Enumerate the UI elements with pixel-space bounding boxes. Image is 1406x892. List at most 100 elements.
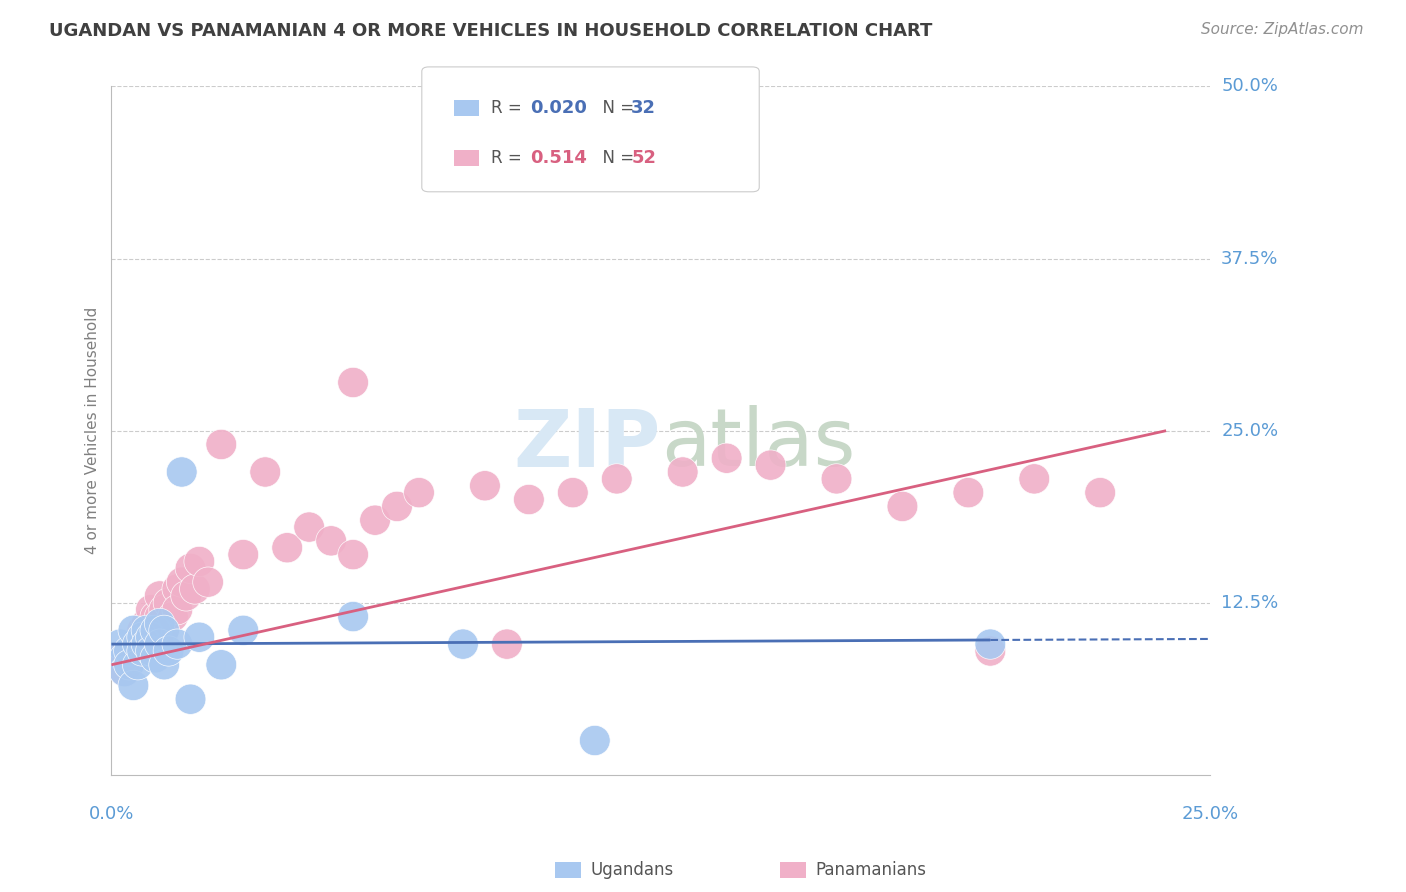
Ellipse shape xyxy=(135,622,166,652)
Ellipse shape xyxy=(110,657,141,687)
Ellipse shape xyxy=(135,615,166,646)
Text: 0.514: 0.514 xyxy=(530,149,586,168)
Text: 50.0%: 50.0% xyxy=(1222,78,1278,95)
Ellipse shape xyxy=(205,429,236,459)
Ellipse shape xyxy=(250,457,281,487)
Ellipse shape xyxy=(447,629,478,659)
Text: 0.020: 0.020 xyxy=(530,100,586,118)
Ellipse shape xyxy=(110,657,141,687)
Text: 25.0%: 25.0% xyxy=(1181,805,1239,823)
Ellipse shape xyxy=(127,636,157,666)
Ellipse shape xyxy=(131,615,162,646)
Ellipse shape xyxy=(153,588,184,618)
Ellipse shape xyxy=(513,484,544,515)
Ellipse shape xyxy=(135,595,166,624)
Text: 12.5%: 12.5% xyxy=(1222,594,1278,612)
Ellipse shape xyxy=(176,684,205,714)
Ellipse shape xyxy=(162,629,193,659)
Ellipse shape xyxy=(114,636,145,666)
Ellipse shape xyxy=(149,615,180,646)
Ellipse shape xyxy=(205,649,236,680)
Ellipse shape xyxy=(145,581,176,611)
Ellipse shape xyxy=(127,629,157,659)
Y-axis label: 4 or more Vehicles in Household: 4 or more Vehicles in Household xyxy=(86,307,100,554)
Ellipse shape xyxy=(114,649,145,680)
Ellipse shape xyxy=(127,615,157,646)
Ellipse shape xyxy=(122,629,153,659)
Ellipse shape xyxy=(821,464,852,494)
Ellipse shape xyxy=(131,608,162,639)
Text: Ugandans: Ugandans xyxy=(591,861,673,879)
Ellipse shape xyxy=(135,636,166,666)
Ellipse shape xyxy=(162,595,193,624)
Ellipse shape xyxy=(122,649,153,680)
Ellipse shape xyxy=(974,636,1005,666)
Ellipse shape xyxy=(153,636,184,666)
Ellipse shape xyxy=(118,643,149,673)
Ellipse shape xyxy=(579,725,610,756)
Ellipse shape xyxy=(316,525,346,556)
Ellipse shape xyxy=(184,622,215,652)
Ellipse shape xyxy=(149,649,180,680)
Ellipse shape xyxy=(1085,477,1115,508)
Ellipse shape xyxy=(141,601,170,632)
Ellipse shape xyxy=(110,643,141,673)
Ellipse shape xyxy=(337,368,368,398)
Text: N =: N = xyxy=(592,149,640,168)
Ellipse shape xyxy=(184,546,215,576)
Ellipse shape xyxy=(162,574,193,604)
Ellipse shape xyxy=(118,670,149,700)
Ellipse shape xyxy=(294,512,325,542)
Ellipse shape xyxy=(228,540,259,570)
Text: ZIP: ZIP xyxy=(513,406,661,483)
Ellipse shape xyxy=(149,595,180,624)
Ellipse shape xyxy=(360,505,391,535)
Ellipse shape xyxy=(337,601,368,632)
Ellipse shape xyxy=(105,643,135,673)
Text: 32: 32 xyxy=(631,100,657,118)
Text: Panamanians: Panamanians xyxy=(815,861,927,879)
Ellipse shape xyxy=(122,629,153,659)
Ellipse shape xyxy=(176,553,205,583)
Ellipse shape xyxy=(337,540,368,570)
Ellipse shape xyxy=(711,443,742,474)
Text: Source: ZipAtlas.com: Source: ZipAtlas.com xyxy=(1201,22,1364,37)
Ellipse shape xyxy=(145,608,176,639)
Ellipse shape xyxy=(105,629,135,659)
Ellipse shape xyxy=(157,601,188,632)
Text: atlas: atlas xyxy=(661,406,855,483)
Ellipse shape xyxy=(1019,464,1050,494)
Ellipse shape xyxy=(127,622,157,652)
Ellipse shape xyxy=(180,574,211,604)
Text: R =: R = xyxy=(491,149,531,168)
Ellipse shape xyxy=(149,615,180,646)
Ellipse shape xyxy=(668,457,697,487)
Ellipse shape xyxy=(170,581,201,611)
Ellipse shape xyxy=(602,464,633,494)
Text: 25.0%: 25.0% xyxy=(1222,422,1278,440)
Ellipse shape xyxy=(974,629,1005,659)
Text: R =: R = xyxy=(491,100,527,118)
Ellipse shape xyxy=(381,491,412,522)
Text: N =: N = xyxy=(592,100,640,118)
Ellipse shape xyxy=(131,629,162,659)
Ellipse shape xyxy=(118,615,149,646)
Ellipse shape xyxy=(755,450,786,480)
Ellipse shape xyxy=(557,477,588,508)
Ellipse shape xyxy=(887,491,918,522)
Ellipse shape xyxy=(492,629,522,659)
Ellipse shape xyxy=(193,567,224,598)
Text: 37.5%: 37.5% xyxy=(1222,250,1278,268)
Ellipse shape xyxy=(145,601,176,632)
Ellipse shape xyxy=(114,636,145,666)
Text: 52: 52 xyxy=(631,149,657,168)
Text: 0.0%: 0.0% xyxy=(89,805,134,823)
Ellipse shape xyxy=(470,471,501,501)
Ellipse shape xyxy=(141,643,170,673)
Ellipse shape xyxy=(404,477,434,508)
Ellipse shape xyxy=(166,567,197,598)
Ellipse shape xyxy=(953,477,984,508)
Ellipse shape xyxy=(145,629,176,659)
Ellipse shape xyxy=(131,622,162,652)
Ellipse shape xyxy=(166,457,197,487)
